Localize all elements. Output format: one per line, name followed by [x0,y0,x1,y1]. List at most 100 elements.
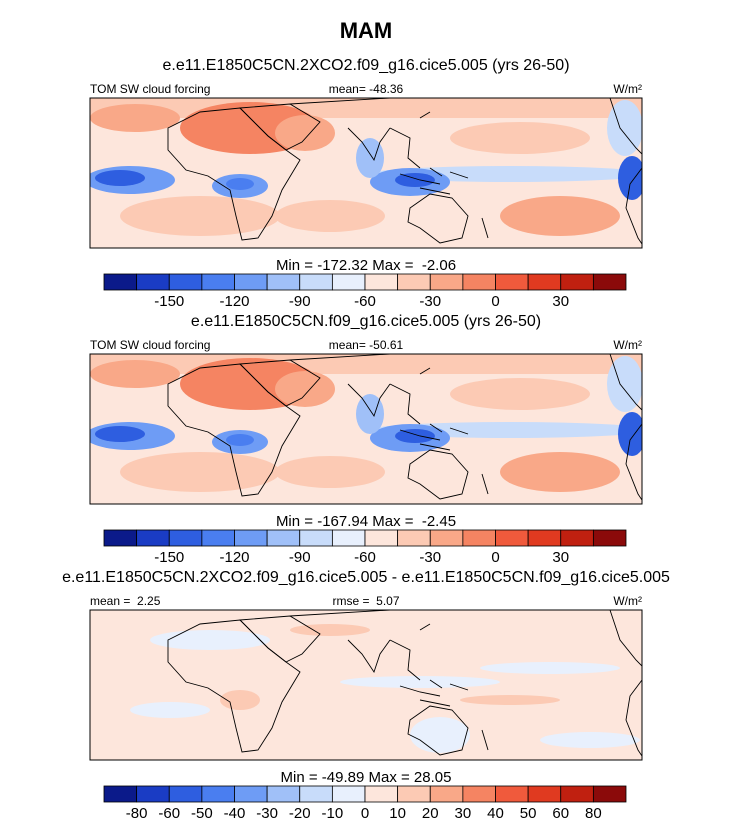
colorbar-label: -80 [126,805,148,822]
colorbar-box [364,529,399,547]
panel-stats: Min = -49.89 Max = 28.05 [281,769,452,786]
map-frame [89,353,643,505]
map-frame [89,609,643,761]
colorbar-box [168,273,203,291]
colorbar-box [168,529,203,547]
map-field [90,98,642,248]
colorbar-box [592,529,627,547]
colorbar-label: 0 [491,549,499,566]
colorbar-box [136,529,170,547]
colorbar-box [495,529,529,547]
colorbar-label: -90 [289,293,311,310]
colorbar-label: -50 [191,805,213,822]
colorbar-box [527,273,562,291]
colorbar-box [364,785,399,803]
colorbar-label: 80 [585,805,602,822]
colorbar-box [397,529,431,547]
colorbar-box [201,785,235,803]
colorbar-box [560,785,594,803]
panel-subtitle: e.e11.E1850C5CN.2XCO2.f09_g16.cice5.005 … [162,57,569,74]
figure-title: MAM [340,18,393,43]
colorbar-box [527,785,562,803]
colorbar-box [331,785,366,803]
colorbar-label: 30 [455,805,472,822]
panel-left-label: mean = 2.25 [90,594,161,608]
panel-units: W/m² [613,338,642,352]
colorbar-box [103,785,138,803]
colorbar-label: 30 [552,549,569,566]
colorbar-label: -30 [256,805,278,822]
panel-stats: Min = -172.32 Max = -2.06 [276,257,456,274]
colorbar-box [560,273,594,291]
colorbar-box [331,273,366,291]
colorbar-box [592,273,627,291]
colorbar-label: 40 [487,805,504,822]
colorbar-label: -20 [289,805,311,822]
colorbar-box [429,529,464,547]
colorbar-box [266,273,301,291]
colorbar-box [299,273,333,291]
colorbar-box [592,785,627,803]
panel-center-label: mean= -50.61 [329,338,404,352]
colorbar-box [201,529,235,547]
colorbar-label: -120 [219,549,249,566]
colorbar-box [136,273,170,291]
colorbar-label: -60 [354,293,376,310]
colorbar-box [364,273,399,291]
colorbar-box [495,785,529,803]
colorbar-label: 30 [552,293,569,310]
colorbar-box [234,273,268,291]
colorbar-label: -60 [158,805,180,822]
colorbar-label: 60 [552,805,569,822]
colorbar-box [331,529,366,547]
colorbar-label: 20 [422,805,439,822]
colorbar-label: -10 [322,805,344,822]
colorbar-box [527,529,562,547]
colorbar-box [495,273,529,291]
panel-left-label: TOM SW cloud forcing [90,82,210,96]
colorbar-label: 0 [361,805,369,822]
colorbar-label: -30 [419,549,441,566]
colorbar-box [462,785,496,803]
colorbar-box [299,785,333,803]
colorbar-box [266,785,301,803]
panel-center-label: rmse = 5.07 [332,594,399,608]
colorbar-box [560,529,594,547]
colorbar-label: 50 [520,805,537,822]
colorbar-label: -60 [354,549,376,566]
colorbar-label: -90 [289,549,311,566]
colorbar-label: -40 [224,805,246,822]
colorbar-label: -150 [154,549,184,566]
colorbar-box [299,529,333,547]
panel-subtitle: e.e11.E1850C5CN.2XCO2.f09_g16.cice5.005 … [62,569,670,586]
colorbar-box [397,273,431,291]
colorbar-label: -150 [154,293,184,310]
colorbar-label: 10 [389,805,406,822]
colorbar-box [462,273,496,291]
panel-center-label: mean= -48.36 [329,82,404,96]
colorbar-label: -30 [419,293,441,310]
colorbar-box [462,529,496,547]
panel-units: W/m² [613,82,642,96]
colorbar-box [429,273,464,291]
panel-subtitle: e.e11.E1850C5CN.f09_g16.cice5.005 (yrs 2… [191,313,541,330]
panel-left-label: TOM SW cloud forcing [90,338,210,352]
colorbar-box [201,273,235,291]
map-field [90,354,642,504]
map-field [90,610,642,760]
map-frame [89,97,643,249]
colorbar-box [429,785,464,803]
panel-stats: Min = -167.94 Max = -2.45 [276,513,456,530]
colorbar-box [168,785,203,803]
colorbar-box [397,785,431,803]
colorbar-label: -120 [219,293,249,310]
colorbar-label: 0 [491,293,499,310]
panel-units: W/m² [613,594,642,608]
colorbar-box [136,785,170,803]
colorbar-box [234,529,268,547]
colorbar-box [266,529,301,547]
colorbar-box [103,529,138,547]
colorbar-box [234,785,268,803]
colorbar-box [103,273,138,291]
